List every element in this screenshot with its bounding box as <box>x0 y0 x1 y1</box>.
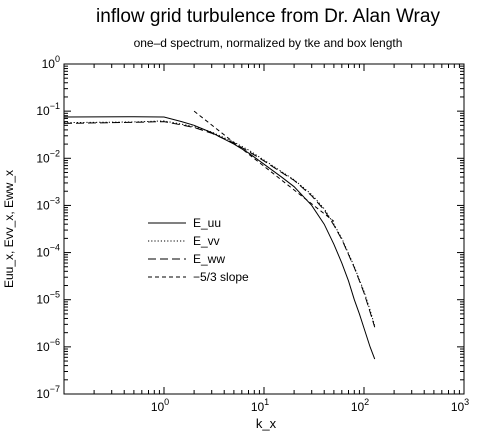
series-line-2 <box>64 121 376 328</box>
legend-label: E_ww <box>193 252 225 266</box>
y-tick-label: 10−4 <box>36 243 60 260</box>
series-line-0 <box>64 116 376 360</box>
x-tick-label: 102 <box>351 397 369 414</box>
x-tick-label: 100 <box>151 397 169 414</box>
chart-subtitle: one–d spectrum, normalized by tke and bo… <box>134 36 403 50</box>
series-line-3 <box>193 110 335 222</box>
x-tick-labels: 100 101 102 103 <box>151 397 469 414</box>
y-tick-label: 10−6 <box>36 337 60 354</box>
axis-ticks <box>64 64 464 394</box>
y-tick-label: 10−2 <box>36 148 60 165</box>
legend-label: −5/3 slope <box>193 270 249 284</box>
x-tick-label: 103 <box>451 397 469 414</box>
legend-label: E_uu <box>193 216 221 230</box>
y-axis-label: Euu_x, Evv_x, Eww_x <box>2 170 16 288</box>
x-axis-label: k_x <box>256 416 277 431</box>
y-tick-label: 10−7 <box>36 384 60 401</box>
chart-title: inflow grid turbulence from Dr. Alan Wra… <box>96 6 440 27</box>
legend-label: E_vv <box>193 234 220 248</box>
y-tick-label: 10−3 <box>36 195 60 212</box>
y-tick-label: 10−5 <box>36 290 60 307</box>
legend: E_uu E_vv E_ww −5/3 slope <box>148 216 249 284</box>
y-tick-label: 100 <box>42 54 60 71</box>
plot-frame <box>63 63 465 395</box>
x-tick-label: 101 <box>251 397 269 414</box>
y-tick-labels: 100 10−1 10−2 10−3 10−4 10−5 10−6 10−7 <box>36 54 60 401</box>
y-tick-label: 10−1 <box>36 101 60 118</box>
series-lines <box>64 110 376 360</box>
